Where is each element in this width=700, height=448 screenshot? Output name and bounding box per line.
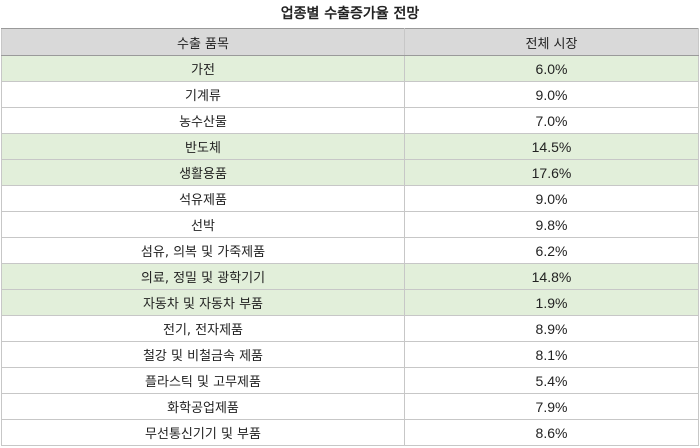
value-cell: 5.4% (404, 367, 699, 394)
table-header-row: 수출 품목 전체 시장 (1, 28, 699, 56)
header-market: 전체 시장 (404, 28, 699, 56)
item-cell: 화학공업제품 (1, 393, 405, 420)
value-cell: 7.0% (404, 107, 699, 134)
item-cell: 자동차 및 자동차 부품 (1, 289, 405, 316)
item-cell: 의료, 정밀 및 광학기기 (1, 263, 405, 290)
value-cell: 8.9% (404, 315, 699, 342)
table-row: 자동차 및 자동차 부품 1.9% (1, 289, 699, 316)
value-cell: 14.8% (404, 263, 699, 290)
table-row: 기계류 9.0% (1, 81, 699, 108)
table-row: 선박 9.8% (1, 211, 699, 238)
table-row: 의료, 정밀 및 광학기기 14.8% (1, 263, 699, 290)
item-cell: 반도체 (1, 133, 405, 160)
value-cell: 1.9% (404, 289, 699, 316)
value-cell: 8.1% (404, 341, 699, 368)
item-cell: 섬유, 의복 및 가죽제품 (1, 237, 405, 264)
value-cell: 14.5% (404, 133, 699, 160)
item-cell: 철강 및 비철금속 제품 (1, 341, 405, 368)
table-row: 가전 6.0% (1, 55, 699, 82)
value-cell: 9.0% (404, 81, 699, 108)
item-cell: 농수산물 (1, 107, 405, 134)
table-body: 가전 6.0% 기계류 9.0% 농수산물 7.0% 반도체 14.5% 생활용품 17.6% 석유… (1, 55, 699, 446)
header-item: 수출 품목 (1, 28, 405, 56)
table-row: 석유제품 9.0% (1, 185, 699, 212)
table-row: 무선통신기기 및 부품 8.6% (1, 419, 699, 446)
value-cell: 9.0% (404, 185, 699, 212)
value-cell: 8.6% (404, 419, 699, 446)
item-cell: 전기, 전자제품 (1, 315, 405, 342)
value-cell: 6.0% (404, 55, 699, 82)
table-row: 플라스틱 및 고무제품 5.4% (1, 367, 699, 394)
item-cell: 선박 (1, 211, 405, 238)
table-row: 전기, 전자제품 8.9% (1, 315, 699, 342)
value-cell: 9.8% (404, 211, 699, 238)
value-cell: 7.9% (404, 393, 699, 420)
value-cell: 6.2% (404, 237, 699, 264)
table-row: 농수산물 7.0% (1, 107, 699, 134)
table-row: 반도체 14.5% (1, 133, 699, 160)
table-row: 화학공업제품 7.9% (1, 393, 699, 420)
item-cell: 석유제품 (1, 185, 405, 212)
export-growth-table: 수출 품목 전체 시장 가전 6.0% 기계류 9.0% 농수산물 7.0% 반도체 14.5… (1, 28, 699, 446)
table-row: 철강 및 비철금속 제품 8.1% (1, 341, 699, 368)
value-cell: 17.6% (404, 159, 699, 186)
item-cell: 무선통신기기 및 부품 (1, 419, 405, 446)
page-title: 업종별 수출증가율 전망 (280, 6, 420, 22)
item-cell: 생활용품 (1, 159, 405, 186)
item-cell: 가전 (1, 55, 405, 82)
item-cell: 기계류 (1, 81, 405, 108)
item-cell: 플라스틱 및 고무제품 (1, 367, 405, 394)
table-row: 생활용품 17.6% (1, 159, 699, 186)
table-row: 섬유, 의복 및 가죽제품 6.2% (1, 237, 699, 264)
